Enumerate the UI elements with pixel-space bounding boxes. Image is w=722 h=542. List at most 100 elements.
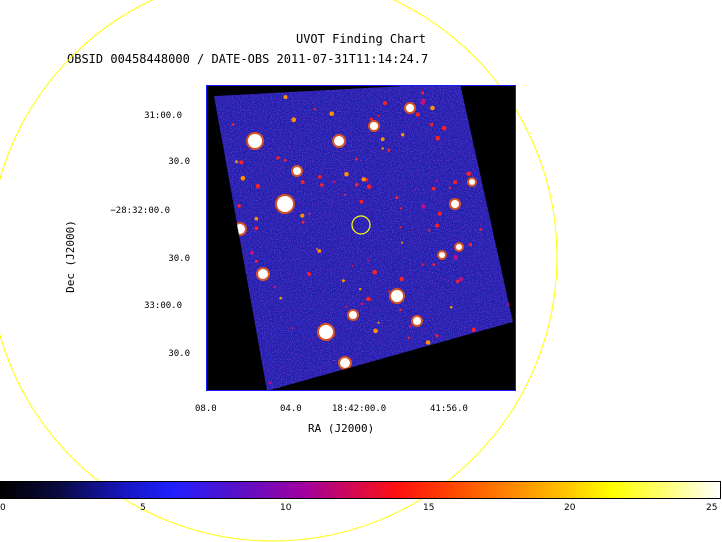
star — [220, 184, 223, 188]
star — [267, 86, 271, 89]
star — [458, 277, 463, 282]
bright-star — [277, 196, 293, 212]
star — [451, 386, 454, 389]
star — [502, 330, 507, 335]
star — [344, 193, 347, 196]
star — [432, 263, 436, 266]
star — [509, 240, 513, 245]
colorbar-tick-label: 25 — [706, 503, 718, 513]
star — [235, 160, 238, 164]
y-tick-label: 30.0 — [168, 157, 190, 167]
star — [228, 328, 232, 332]
colorbar-tick-label: 5 — [140, 503, 146, 513]
x-tick-label: 18:42:00.0 — [332, 404, 387, 414]
x-tick-label: 41:56.0 — [430, 404, 468, 414]
star — [468, 243, 473, 247]
y-tick-label: 33:00.0 — [144, 301, 182, 311]
star — [441, 125, 447, 131]
star — [408, 324, 412, 328]
star — [415, 369, 418, 371]
star — [239, 160, 244, 165]
star — [366, 296, 371, 302]
star — [366, 184, 372, 189]
star — [453, 180, 458, 185]
star — [283, 158, 287, 162]
star — [507, 301, 512, 307]
star — [421, 91, 425, 95]
colorbar-tick-label: 10 — [280, 503, 292, 513]
star — [435, 180, 438, 183]
star — [255, 184, 261, 189]
star — [231, 123, 235, 126]
star — [488, 156, 494, 162]
star — [289, 145, 291, 148]
star — [355, 157, 358, 161]
bright-star — [334, 136, 344, 146]
image-frame — [206, 85, 516, 391]
star — [373, 328, 378, 334]
bright-star — [340, 358, 350, 368]
star — [240, 175, 246, 181]
star — [359, 199, 364, 204]
bright-star — [451, 200, 459, 208]
sky-image — [209, 86, 513, 390]
star — [273, 285, 277, 289]
star — [395, 196, 399, 200]
star — [216, 166, 219, 169]
star — [369, 117, 373, 121]
star — [399, 226, 402, 229]
star — [448, 186, 452, 189]
star — [313, 107, 316, 111]
bright-star — [235, 224, 245, 234]
star — [510, 261, 513, 267]
star — [421, 204, 426, 209]
star — [254, 226, 259, 231]
star — [435, 223, 440, 228]
star — [300, 213, 305, 218]
star — [209, 100, 213, 104]
star — [420, 100, 426, 105]
star — [354, 182, 359, 187]
star — [230, 312, 235, 317]
star — [268, 381, 272, 385]
star — [367, 259, 370, 262]
bright-star — [319, 325, 333, 339]
star — [430, 122, 434, 127]
bright-star — [370, 122, 378, 130]
star — [214, 359, 217, 364]
star — [341, 279, 345, 283]
bright-star — [456, 244, 462, 250]
star — [360, 302, 364, 306]
star — [220, 155, 225, 159]
star — [254, 216, 259, 221]
star — [351, 265, 354, 267]
bright-star — [349, 311, 357, 319]
star — [377, 114, 380, 117]
colorbar — [0, 481, 721, 499]
star — [386, 385, 390, 389]
star — [276, 156, 280, 160]
star — [332, 180, 336, 184]
star — [435, 136, 441, 141]
star — [401, 133, 405, 137]
star — [430, 105, 435, 111]
star — [437, 211, 442, 216]
star — [345, 305, 347, 308]
star — [399, 308, 402, 312]
star — [479, 228, 482, 231]
star — [235, 239, 238, 243]
star — [377, 321, 380, 324]
star — [443, 352, 447, 356]
star — [456, 279, 460, 283]
target-marker — [351, 215, 371, 235]
star — [415, 112, 420, 117]
star — [399, 207, 402, 210]
star — [322, 380, 325, 383]
star — [492, 95, 495, 99]
y-axis-label: Dec (J2000) — [63, 220, 77, 293]
bright-star — [391, 290, 403, 302]
star — [250, 250, 254, 255]
star — [407, 336, 410, 340]
star — [380, 137, 385, 142]
star — [300, 180, 305, 184]
